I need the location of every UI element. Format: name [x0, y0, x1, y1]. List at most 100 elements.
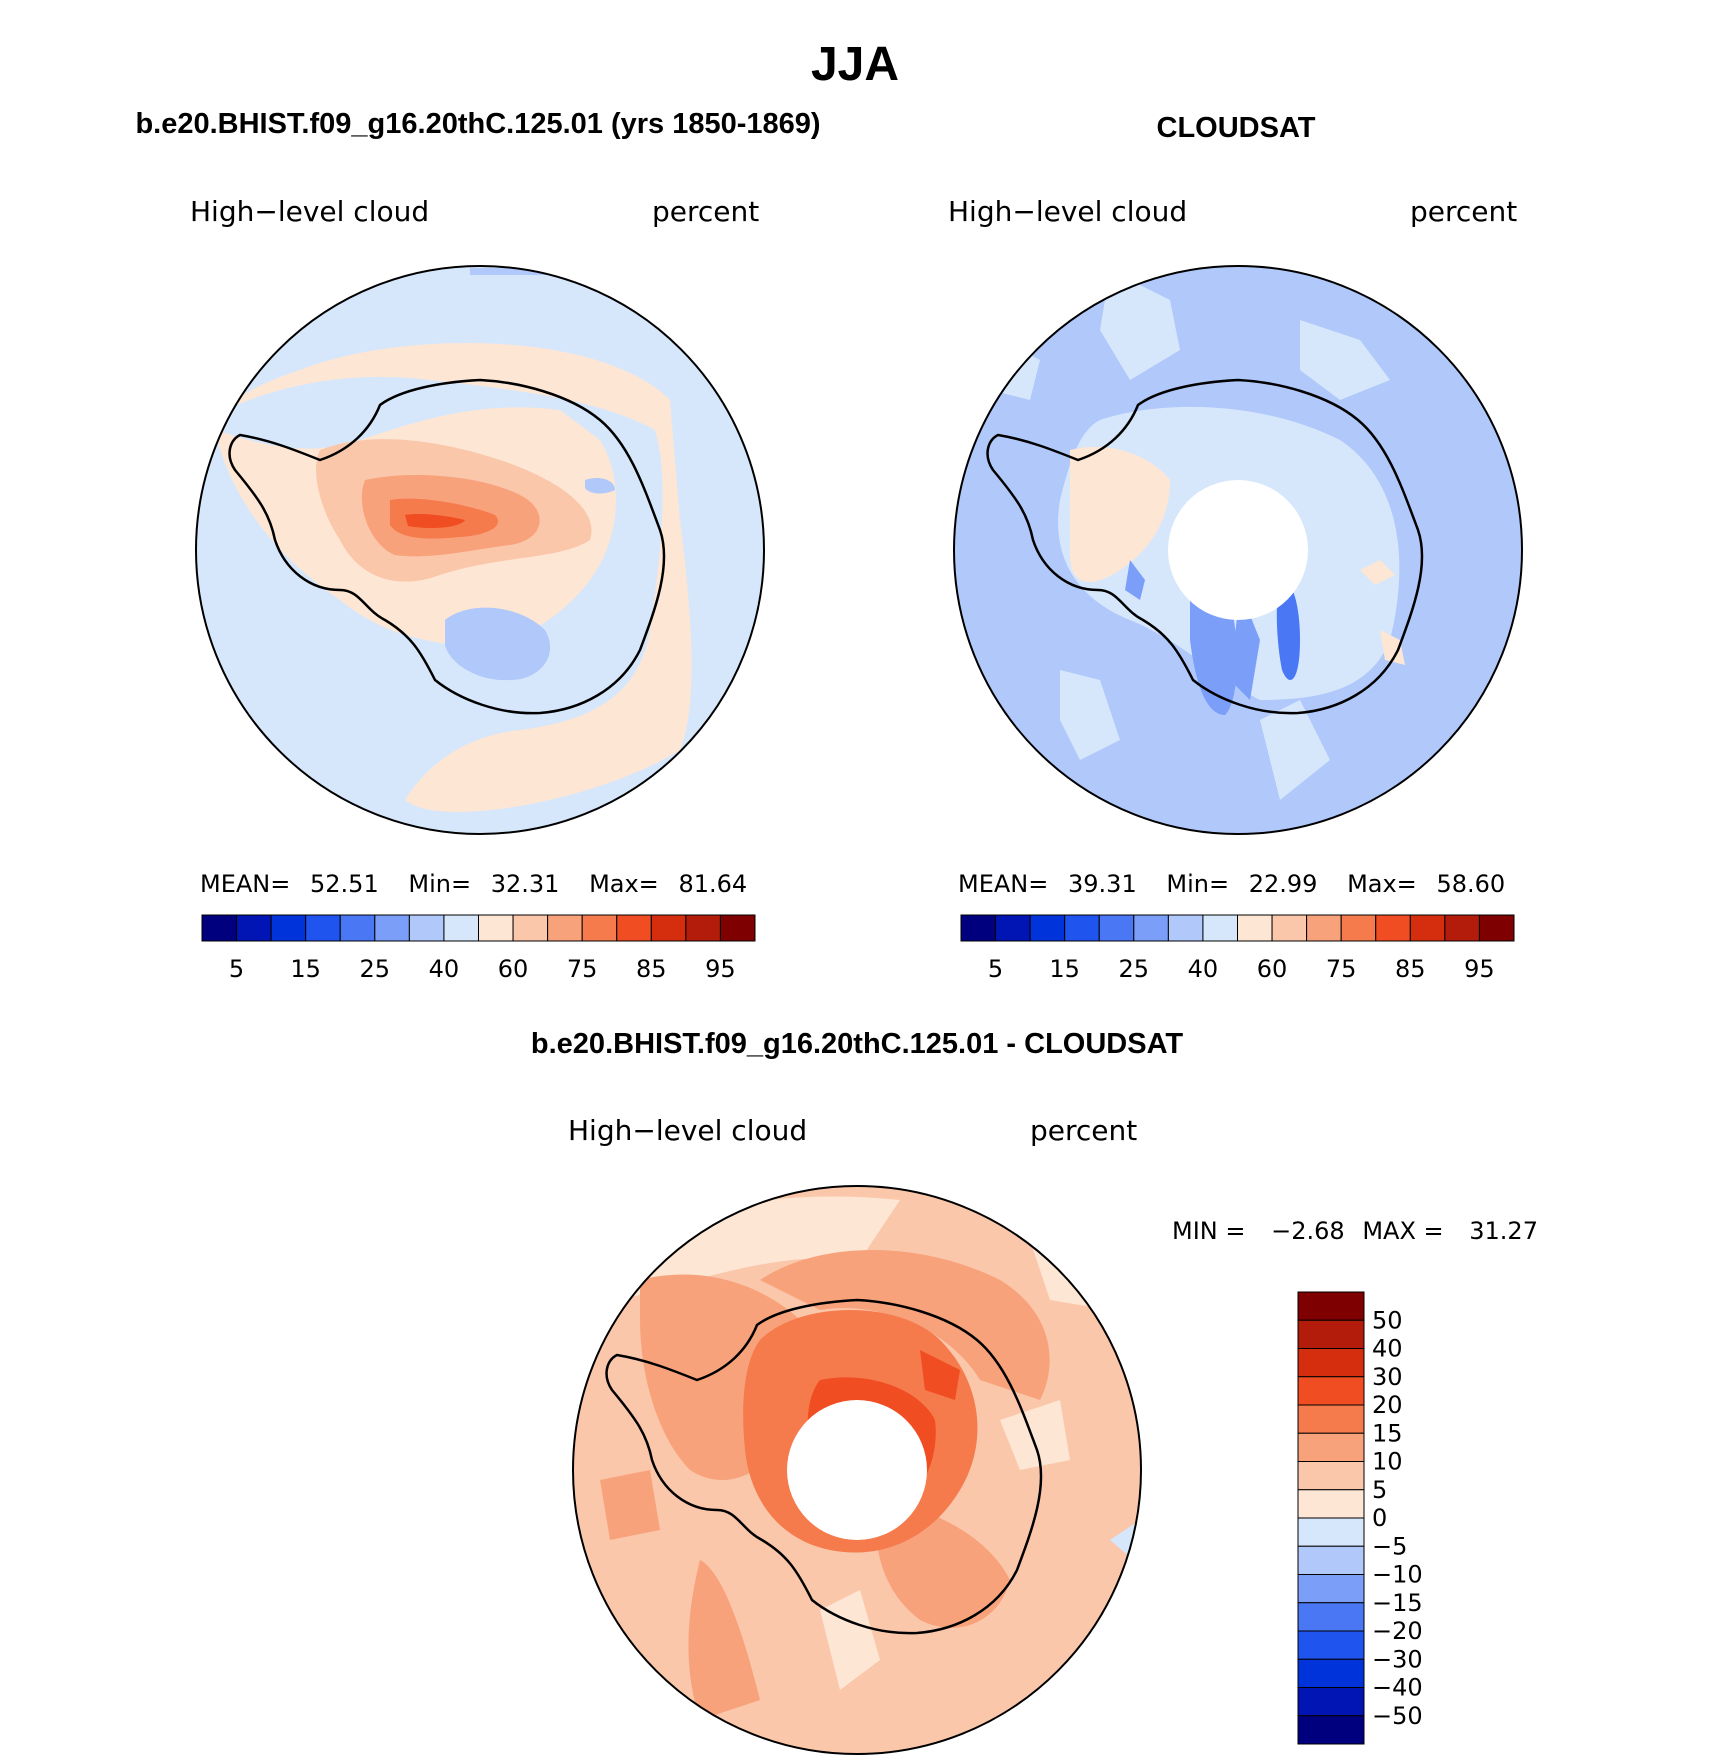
panel-model-colorbar-tick-label: 75	[567, 955, 598, 983]
panel-obs-colorbar-tick-label: 75	[1326, 955, 1357, 983]
panel-obs-colorbar-tick-label: 5	[988, 955, 1003, 983]
panel-obs-colorbar-swatch	[1029, 914, 1066, 942]
panel-diff-variable: High−level cloud	[568, 1114, 807, 1147]
panel-diff-colorbar-swatch	[1297, 1432, 1365, 1462]
panel-model-colorbar-swatch	[201, 914, 238, 942]
panel-obs-colorbar-tick-label: 60	[1257, 955, 1288, 983]
panel-diff-colorbar-tick-label: 15	[1372, 1419, 1403, 1447]
panel-model-colorbar-tick-label: 40	[429, 955, 460, 983]
panel-diff-colorbar-swatch	[1297, 1461, 1365, 1491]
panel-obs-colorbar: 5 15 25 40 60 75 85 95	[960, 914, 1515, 983]
panel-model-colorbar-tick-label: 25	[360, 955, 391, 983]
panel-diff-colorbar-tick-label: 50	[1372, 1306, 1403, 1334]
panel-obs-colorbar-swatch	[1237, 914, 1273, 942]
panel-diff-colorbar-swatch	[1297, 1545, 1365, 1575]
panel-diff-colorbar-swatch	[1297, 1319, 1365, 1349]
panel-diff-pole-hole	[787, 1400, 927, 1540]
panel-diff-colorbar-swatch	[1297, 1630, 1365, 1660]
panel-obs-colorbar-swatch	[1167, 914, 1204, 942]
panel-diff-colorbar-swatch	[1297, 1574, 1365, 1604]
panel-diff-colorbar-tick-label: 20	[1372, 1391, 1403, 1419]
panel-model: b.e20.BHIST.f09_g16.20thC.125.01 (yrs 18…	[135, 108, 820, 983]
panel-diff-colorbar-tick-label: 30	[1372, 1363, 1403, 1391]
panel-model-colorbar-tick-label: 5	[229, 955, 244, 983]
panel-diff-title: b.e20.BHIST.f09_g16.20thC.125.01 - CLOUD…	[531, 1028, 1183, 1060]
panel-obs-colorbar-tick-label: 15	[1049, 955, 1080, 983]
panel-obs-colorbar-swatch	[1478, 914, 1515, 942]
panel-model-colorbar-swatch	[581, 914, 618, 942]
panel-model-colorbar-tick-label: 15	[290, 955, 321, 983]
panel-obs-title: CLOUDSAT	[1157, 112, 1316, 144]
panel-diff-colorbar-swatch	[1297, 1687, 1365, 1717]
figure-title: JJA	[811, 38, 899, 91]
panel-diff-colorbar-swatch	[1297, 1489, 1365, 1519]
panel-diff-colorbar-tick-label: 10	[1372, 1448, 1403, 1476]
panel-diff-colorbar-tick-label: −30	[1372, 1645, 1423, 1673]
panel-model-colorbar-swatch	[374, 914, 410, 942]
panel-obs-colorbar-tick-label: 95	[1464, 955, 1495, 983]
panel-model-colorbar-tick-label: 95	[705, 955, 736, 983]
panel-obs-pole-hole	[1168, 480, 1308, 620]
panel-model-colorbar-swatch	[305, 914, 341, 942]
panel-obs-map-border	[953, 265, 1523, 835]
panel-obs-colorbar-tick-label: 25	[1119, 955, 1150, 983]
panel-obs-colorbar-swatch	[995, 914, 1031, 942]
panel-obs-colorbar-swatch	[1202, 914, 1238, 942]
panel-model-colorbar-tick-label: 85	[636, 955, 667, 983]
panel-model-colorbar-swatch	[478, 914, 514, 942]
panel-obs-colorbar-swatch	[1064, 914, 1100, 942]
panel-diff-colorbar-swatch	[1297, 1348, 1365, 1378]
panel-model-colorbar-swatch	[685, 914, 721, 942]
panel-diff-colorbar-tick-label: −10	[1372, 1561, 1423, 1589]
panel-model-colorbar-swatch	[236, 914, 272, 942]
panel-obs: CLOUDSAT High−level cloud percent ME	[948, 112, 1523, 983]
panel-obs-colorbar-swatch	[1098, 914, 1135, 942]
panel-diff-colorbar-tick-label: −40	[1372, 1674, 1423, 1702]
panel-diff-colorbar-tick-label: −50	[1372, 1702, 1423, 1730]
panel-diff: b.e20.BHIST.f09_g16.20thC.125.01 - CLOUD…	[531, 1028, 1538, 1755]
panel-model-colorbar: 5 15 25 40 60 75 85 95	[201, 914, 756, 983]
panel-diff-colorbar-swatch	[1297, 1404, 1365, 1434]
panel-model-title: b.e20.BHIST.f09_g16.20thC.125.01 (yrs 18…	[135, 108, 820, 140]
panel-model-colorbar-swatch	[547, 914, 583, 942]
panel-obs-colorbar-swatch	[1306, 914, 1342, 942]
panel-diff-colorbar-swatch	[1297, 1291, 1365, 1321]
panel-model-colorbar-swatch	[616, 914, 652, 942]
panel-model-colorbar-swatch	[339, 914, 376, 942]
panel-model-colorbar-swatch	[719, 914, 756, 942]
panel-obs-stats: MEAN= 39.31 Min= 22.99 Max= 58.60	[958, 870, 1505, 898]
panel-diff-colorbar-swatch	[1297, 1658, 1365, 1688]
panel-model-units: percent	[652, 195, 759, 228]
panel-diff-colorbar-tick-label: −5	[1372, 1532, 1407, 1560]
panel-diff-map-border	[572, 1185, 1142, 1755]
panel-diff-colorbar-tick-label: 5	[1372, 1476, 1387, 1504]
panel-obs-colorbar-tick-label: 40	[1188, 955, 1219, 983]
panel-diff-colorbar-swatch	[1297, 1517, 1365, 1547]
panel-obs-variable: High−level cloud	[948, 195, 1187, 228]
panel-obs-colorbar-swatch	[1409, 914, 1446, 942]
panel-model-variable: High−level cloud	[190, 195, 429, 228]
panel-obs-colorbar-swatch	[1340, 914, 1377, 942]
panel-diff-colorbar-tick-label: −15	[1372, 1589, 1423, 1617]
panel-diff-units: percent	[1030, 1114, 1137, 1147]
panel-diff-colorbar-tick-label: −20	[1372, 1617, 1423, 1645]
panel-obs-map	[954, 266, 1522, 834]
panel-model-map	[196, 266, 764, 834]
panel-model-colorbar-swatch	[270, 914, 307, 942]
panel-obs-colorbar-tick-label: 85	[1395, 955, 1426, 983]
panel-obs-colorbar-swatch	[1271, 914, 1308, 942]
panel-model-colorbar-swatch	[650, 914, 687, 942]
panel-diff-colorbar-tick-label: 0	[1372, 1504, 1387, 1532]
panel-obs-colorbar-swatch	[1375, 914, 1411, 942]
panel-model-colorbar-tick-label: 60	[498, 955, 529, 983]
panel-obs-units: percent	[1410, 195, 1517, 228]
panel-model-colorbar-swatch	[512, 914, 549, 942]
panel-diff-stats: MIN = −2.68 MAX = 31.27	[1172, 1217, 1538, 1245]
panel-obs-colorbar-swatch	[960, 914, 997, 942]
panel-diff-colorbar-tick-label: 40	[1372, 1335, 1403, 1363]
panel-diff-map	[573, 1186, 1141, 1754]
panel-diff-colorbar-swatch	[1297, 1715, 1365, 1745]
panel-obs-colorbar-swatch	[1444, 914, 1480, 942]
